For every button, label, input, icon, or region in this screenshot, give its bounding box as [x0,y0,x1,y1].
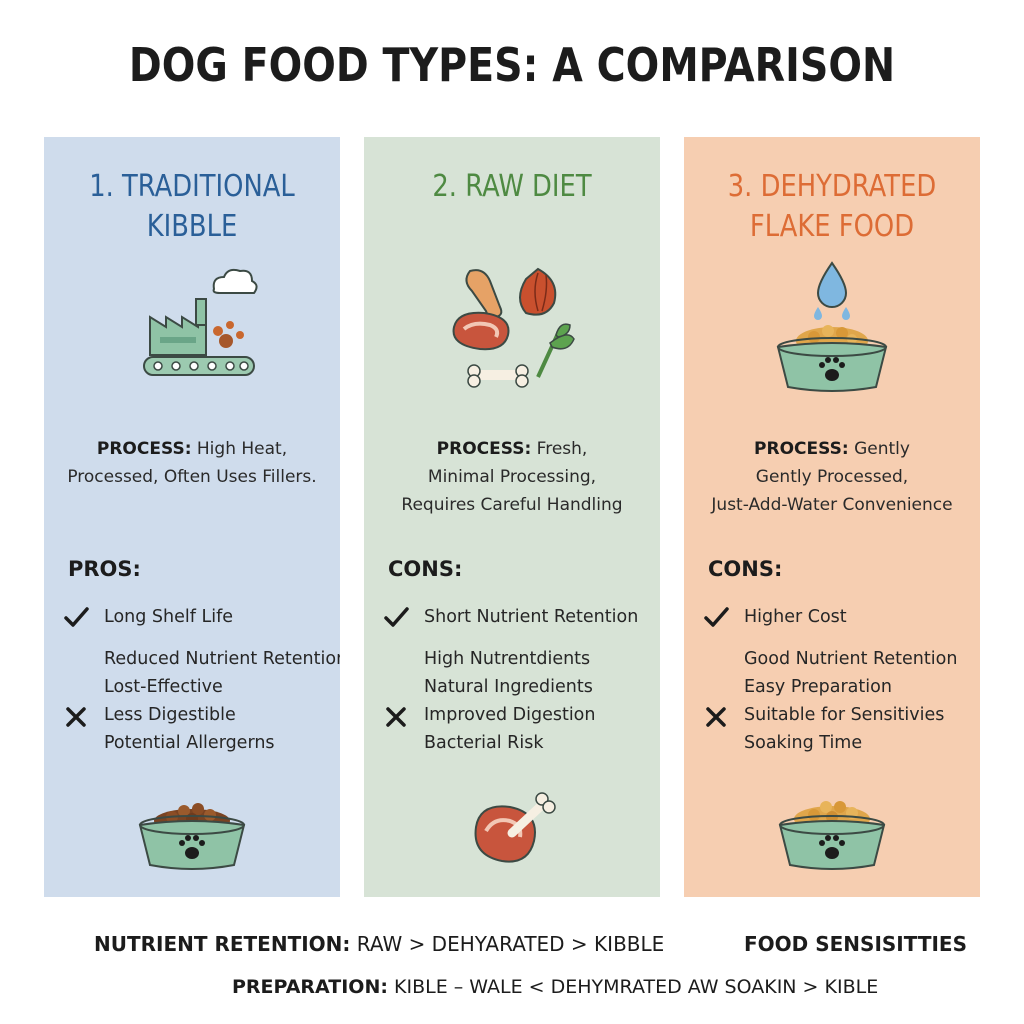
raw-line: Natural Ingredients [424,677,593,697]
factory-conveyor-icon [143,268,258,376]
flake-title: 3. DEHYDRATED FLAKE FOOD [684,167,980,247]
preparation-summary: PREPARATION: KIBLE – WALE < DEHYMRATED A… [232,976,878,998]
kibble-line: Less Digestible [104,705,236,725]
kibble-column: 1. TRADITIONAL KIBBLE PROCESS: High Heat… [44,137,340,897]
nutrient-retention-label: NUTRIENT RETENTION: [94,932,351,956]
flake-process-label: PROCESS: [754,439,849,459]
raw-title: 2. RAW DIET [364,167,660,207]
flake-column: 3. DEHYDRATED FLAKE FOOD PROCESS: Gently… [684,137,980,897]
raw-process-label: PROCESS: [436,439,532,459]
kibble-process-line-2: Processed, Often Uses Fillers. [67,467,317,487]
flake-section-label: CONS: [708,557,783,581]
raw-line: Bacterial Risk [424,733,544,753]
raw-line: Short Nutrient Retention [424,607,639,627]
raw-meat-bone-icon [474,792,556,863]
flake-bowl-icon [778,801,886,870]
raw-process-line-2: Minimal Processing, [427,467,597,487]
kibble-process: PROCESS: High Heat, Processed, Often Use… [48,435,336,491]
nutrient-retention-value: RAW > DEHYARATED > KIBBLE [350,932,665,956]
flake-process-line-1: Gently [848,439,910,459]
check-icon [704,607,729,627]
kibble-process-label: PROCESS: [96,439,192,459]
kibble-line: Potential Allergerns [104,733,275,753]
kibble-bowl-icon [138,803,246,870]
flake-line: Suitable for Sensitivies [744,705,945,725]
page-title: DOG FOOD TYPES: A COMPARISON [128,38,896,92]
raw-process: PROCESS: Fresh, Minimal Processing, Requ… [368,435,656,519]
kibble-title-line-1: 1. TRADITIONAL [89,169,295,204]
food-sensitivities-note: FOOD SENSISITTIES [744,932,967,956]
water-drop-bowl-icon [776,261,888,392]
flake-line: Good Nutrient Retention [744,649,958,669]
preparation-label: PREPARATION: [232,976,388,998]
check-icon [384,607,409,627]
flake-line: Soaking Time [744,733,863,753]
kibble-section-label: PROS: [68,557,141,581]
kibble-title: 1. TRADITIONAL KIBBLE [44,167,340,247]
preparation-value: KIBLE – WALE < DEHYMRATED AW SOAKIN > KI… [387,976,879,998]
flake-title-line-1: 3. DEHYDRATED [727,169,937,204]
cross-icon [66,707,86,727]
raw-process-line-3: Requires Careful Handling [401,495,623,515]
raw-column: 2. RAW DIET PROCESS: Fresh, Minimal Proc… [364,137,660,897]
flake-line: Easy Preparation [744,677,892,697]
cross-icon [386,707,406,727]
raw-line: Improved Digestion [424,705,596,725]
raw-section-label: CONS: [388,557,463,581]
kibble-line: Lost-Effective [104,677,223,697]
nutrient-retention-summary: NUTRIENT RETENTION: RAW > DEHYARATED > K… [94,932,664,956]
raw-line: High Nutrentdients [424,649,591,669]
flake-line: Higher Cost [744,607,847,627]
kibble-line: Long Shelf Life [104,607,234,627]
flake-process-line-3: Just-Add-Water Convenience [711,495,953,515]
cross-icon [706,707,726,727]
kibble-title-line-2: KIBBLE [146,209,238,244]
raw-title-line-1: 2. RAW DIET [432,169,592,204]
raw-process-line-1: Fresh, [531,439,588,459]
kibble-process-line-1: High Heat, [191,439,288,459]
raw-meat-vegetables-icon [452,267,575,388]
flake-process-line-2: Gently Processed, [755,467,909,487]
flake-title-line-2: FLAKE FOOD [749,209,915,244]
flake-process: PROCESS: Gently Gently Processed, Just-A… [688,435,976,519]
kibble-line: Reduced Nutrient Retention [104,649,340,669]
check-icon [64,607,89,627]
